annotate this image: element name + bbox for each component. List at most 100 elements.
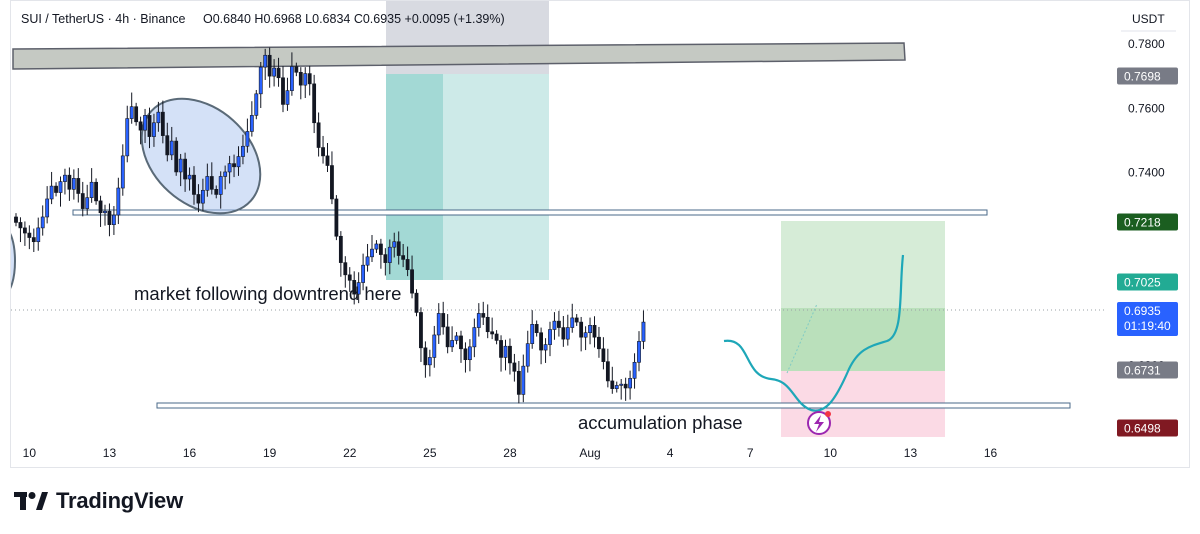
candle-body xyxy=(410,269,414,294)
time-tick-label: 28 xyxy=(503,446,517,460)
candle-body xyxy=(258,66,263,95)
price-badge xyxy=(1117,67,1178,85)
candle-body xyxy=(138,121,143,131)
time-tick-label: 10 xyxy=(824,446,838,460)
candle-body xyxy=(427,357,432,366)
candle-body xyxy=(637,341,641,363)
candle-body xyxy=(285,90,290,105)
candle-body xyxy=(641,321,646,342)
price-badge-label: 0.7218 xyxy=(1124,216,1161,230)
candle-body xyxy=(103,210,107,214)
price-badge xyxy=(1117,302,1178,336)
overlays xyxy=(723,254,905,435)
candle-body xyxy=(116,187,121,216)
symbol-header: SUI / TetherUS · 4h · Binance xyxy=(21,12,185,26)
tradingview-brand[interactable]: TradingView xyxy=(14,486,183,516)
candle-body xyxy=(89,181,94,198)
candlestick-chart[interactable]: USDT0.78000.76000.74000.68000.66000.7698… xyxy=(0,1,1189,467)
candle-body xyxy=(383,254,388,263)
bolt-icon xyxy=(814,415,824,432)
candle-body xyxy=(565,327,570,340)
candle-body xyxy=(294,66,299,73)
candle-body xyxy=(454,335,459,341)
candle-body xyxy=(610,380,615,389)
candle-body xyxy=(236,156,241,168)
candle-body xyxy=(485,316,490,333)
candle-body xyxy=(227,163,232,173)
candle-body xyxy=(347,274,352,281)
candle-body xyxy=(223,171,228,177)
price-tick-label: 0.7600 xyxy=(1128,101,1165,115)
annotation-downtrend: market following downtrend here xyxy=(134,283,401,304)
time-tick-label: Aug xyxy=(579,446,600,460)
candle-body xyxy=(574,317,579,323)
candle-body xyxy=(107,210,112,225)
candle-body xyxy=(187,174,192,180)
candle-body xyxy=(352,280,357,295)
candle-body xyxy=(249,115,254,132)
candle-body xyxy=(196,194,201,204)
candle-body xyxy=(481,313,486,318)
candle-body xyxy=(31,237,36,243)
price-badge xyxy=(1117,419,1178,437)
candle-body xyxy=(476,313,481,328)
candle-body xyxy=(467,346,472,361)
candle-body xyxy=(361,264,366,283)
candle-body xyxy=(152,122,156,137)
price-badge-label: 0.6498 xyxy=(1124,422,1161,436)
candle-body xyxy=(552,320,557,330)
candle-body xyxy=(218,176,223,195)
candle-body xyxy=(54,185,58,193)
candle-body xyxy=(241,145,245,157)
time-tick-label: 13 xyxy=(103,446,117,460)
resistance-band xyxy=(12,42,906,70)
candle-body xyxy=(405,259,410,270)
candle-body xyxy=(503,345,508,358)
candle-body xyxy=(303,73,308,86)
target-dotted-line xyxy=(786,303,818,374)
candle-body xyxy=(516,370,521,395)
candle-body xyxy=(143,115,147,131)
candle-body xyxy=(365,256,370,266)
candle-body xyxy=(45,198,50,218)
candle-body xyxy=(298,71,303,86)
candle-body xyxy=(512,362,517,372)
candle-body xyxy=(178,158,183,173)
candle-body xyxy=(312,83,317,124)
candle-body xyxy=(414,292,419,313)
candle-body xyxy=(71,178,76,190)
candle-body xyxy=(592,325,597,338)
support-line xyxy=(72,209,988,216)
candle-body xyxy=(583,332,588,338)
long-active-zone xyxy=(781,308,945,371)
time-tick-label: 7 xyxy=(747,446,754,460)
candle-body xyxy=(267,54,272,77)
drawings xyxy=(0,42,1121,409)
candle-body xyxy=(539,332,544,351)
price-badge-label: 0.6935 xyxy=(1124,304,1161,318)
candle-body xyxy=(120,155,125,189)
candle-body xyxy=(556,320,561,328)
candle-body xyxy=(378,243,383,255)
candle-body xyxy=(201,189,205,204)
candle-body xyxy=(281,77,285,105)
candle-body xyxy=(494,333,499,341)
price-axis[interactable]: USDT0.78000.76000.74000.68000.66000.7698… xyxy=(1106,1,1189,467)
candle-body xyxy=(263,54,268,68)
candle-body xyxy=(459,335,463,350)
candle-body xyxy=(632,361,637,379)
candle-body xyxy=(245,131,250,147)
time-tick-label: 22 xyxy=(343,446,357,460)
candle-body xyxy=(614,385,619,389)
candle-body xyxy=(432,334,437,358)
candle-body xyxy=(525,343,530,367)
candle-body xyxy=(508,345,512,364)
candle-body xyxy=(450,340,455,348)
candle-body xyxy=(588,325,592,334)
candle-body xyxy=(325,155,330,166)
time-axis[interactable]: 10 13 16 19 22 25 28 Aug 4 7 10 13 16 xyxy=(23,446,998,460)
time-tick-label: 4 xyxy=(667,446,674,460)
time-tick-label: 25 xyxy=(423,446,437,460)
candle-body xyxy=(534,324,539,334)
partial-ellipse xyxy=(0,228,16,294)
